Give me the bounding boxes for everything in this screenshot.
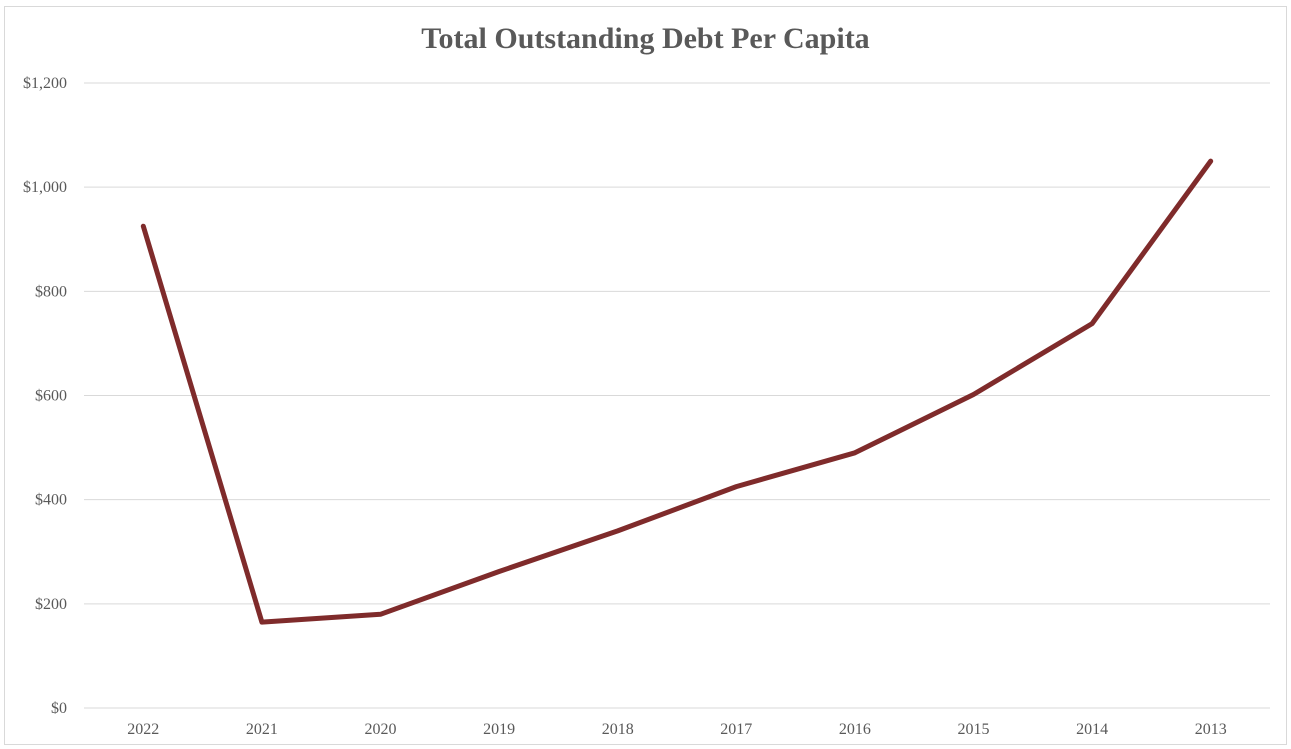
y-tick-label: $1,200 [23,75,67,92]
series-line [140,158,1214,625]
y-tick-label: $200 [35,596,67,613]
y-tick-label: $400 [35,492,67,509]
y-tick-label: $600 [35,388,67,405]
x-tick-label: 2020 [365,721,397,738]
chart-frame [4,6,1287,745]
x-axis-tick-labels: 2022 2021 2020 2019 2018 2017 2016 2015 2014 2013 [127,721,1226,738]
series-lines [140,158,1214,625]
y-axis-tick-labels: $0 $200 $400 $600 $800 $1,000 $1,200 [23,75,67,717]
y-tick-label: $1,000 [23,179,67,196]
x-tick-label: 2016 [839,721,871,738]
x-tick-label: 2018 [602,721,634,738]
x-tick-label: 2015 [958,721,990,738]
y-tick-label: $800 [35,283,67,300]
x-tick-label: 2014 [1076,721,1108,738]
gridlines [84,82,1270,709]
x-tick-label: 2013 [1195,721,1227,738]
x-tick-label: 2021 [246,721,278,738]
x-tick-label: 2022 [127,721,159,738]
y-tick-label: $0 [51,700,67,717]
x-tick-label: 2019 [483,721,515,738]
chart-title: Total Outstanding Debt Per Capita [421,22,870,55]
x-tick-label: 2017 [720,721,752,738]
